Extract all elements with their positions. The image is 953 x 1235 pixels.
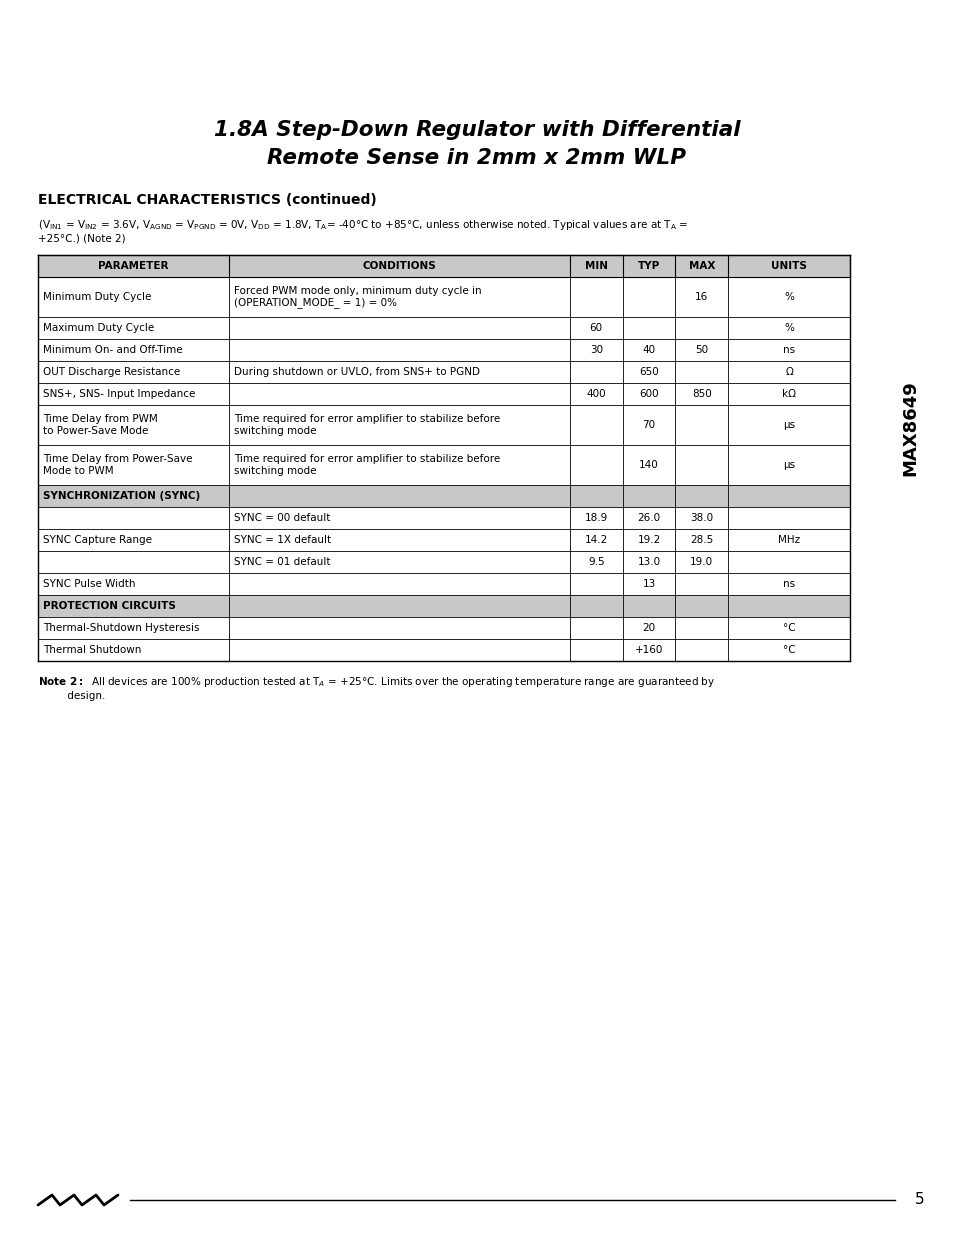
Text: kΩ: kΩ [781, 389, 795, 399]
Text: 30: 30 [589, 345, 602, 354]
Text: °C: °C [782, 622, 795, 634]
Text: 14.2: 14.2 [584, 535, 607, 545]
Text: During shutdown or UVLO, from SNS+ to PGND: During shutdown or UVLO, from SNS+ to PG… [233, 367, 479, 377]
Text: Time Delay from Power-Save
Mode to PWM: Time Delay from Power-Save Mode to PWM [43, 454, 193, 475]
Text: Forced PWM mode only, minimum duty cycle in
(OPERATION_MODE_ = 1) = 0%: Forced PWM mode only, minimum duty cycle… [233, 285, 481, 309]
Text: 400: 400 [586, 389, 605, 399]
Text: SYNCHRONIZATION (SYNC): SYNCHRONIZATION (SYNC) [43, 492, 200, 501]
Text: MIN: MIN [584, 261, 607, 270]
Text: 16: 16 [695, 291, 708, 303]
Bar [38, 361, 849, 383]
Text: 19.0: 19.0 [690, 557, 713, 567]
Text: PARAMETER: PARAMETER [98, 261, 169, 270]
Bar [38, 485, 849, 508]
Text: 50: 50 [695, 345, 708, 354]
Text: 18.9: 18.9 [584, 513, 607, 522]
Text: Time Delay from PWM
to Power-Save Mode: Time Delay from PWM to Power-Save Mode [43, 414, 157, 436]
Text: Time required for error amplifier to stabilize before
switching mode: Time required for error amplifier to sta… [233, 454, 499, 475]
Text: Minimum Duty Cycle: Minimum Duty Cycle [43, 291, 152, 303]
Text: µs: µs [782, 420, 795, 430]
Text: 26.0: 26.0 [637, 513, 659, 522]
Text: 19.2: 19.2 [637, 535, 660, 545]
Text: +160: +160 [634, 645, 662, 655]
Bar [38, 254, 849, 277]
Text: ns: ns [782, 579, 795, 589]
Text: TYP: TYP [638, 261, 659, 270]
Text: CONDITIONS: CONDITIONS [362, 261, 436, 270]
Text: 600: 600 [639, 389, 659, 399]
Text: $\bf{Note\ 2:}$  All devices are 100% production tested at T$_A$ = +25°C. Limits: $\bf{Note\ 2:}$ All devices are 100% pro… [38, 676, 715, 700]
Text: MAX8649: MAX8649 [900, 380, 918, 475]
Text: OUT Discharge Resistance: OUT Discharge Resistance [43, 367, 180, 377]
Text: Thermal-Shutdown Hysteresis: Thermal-Shutdown Hysteresis [43, 622, 199, 634]
Text: Ω: Ω [784, 367, 792, 377]
Bar [38, 338, 849, 361]
Text: ns: ns [782, 345, 795, 354]
Text: 5: 5 [914, 1193, 923, 1208]
Text: PROTECTION CIRCUITS: PROTECTION CIRCUITS [43, 601, 175, 611]
Text: 9.5: 9.5 [587, 557, 604, 567]
Text: °C: °C [782, 645, 795, 655]
Text: 28.5: 28.5 [689, 535, 713, 545]
Text: MHz: MHz [778, 535, 800, 545]
Bar [38, 405, 849, 445]
Bar [38, 277, 849, 317]
Bar [38, 529, 849, 551]
Text: 40: 40 [641, 345, 655, 354]
Bar [38, 618, 849, 638]
Bar [38, 551, 849, 573]
Text: SNS+, SNS- Input Impedance: SNS+, SNS- Input Impedance [43, 389, 195, 399]
Text: Minimum On- and Off-Time: Minimum On- and Off-Time [43, 345, 182, 354]
Text: µs: µs [782, 459, 795, 471]
Text: (V$_{\mathsf{IN1}}$ = V$_{\mathsf{IN2}}$ = 3.6V, V$_{\mathsf{AGND}}$ = V$_{\math: (V$_{\mathsf{IN1}}$ = V$_{\mathsf{IN2}}$… [38, 219, 688, 243]
Text: ELECTRICAL CHARACTERISTICS (continued): ELECTRICAL CHARACTERISTICS (continued) [38, 193, 376, 207]
Text: 20: 20 [641, 622, 655, 634]
Bar [38, 317, 849, 338]
Text: %: % [783, 324, 793, 333]
Text: 1.8A Step-Down Regulator with Differential: 1.8A Step-Down Regulator with Differenti… [213, 120, 740, 140]
Text: 60: 60 [589, 324, 602, 333]
Text: 850: 850 [691, 389, 711, 399]
Text: SYNC = 00 default: SYNC = 00 default [233, 513, 330, 522]
Text: SYNC = 1X default: SYNC = 1X default [233, 535, 331, 545]
Text: 140: 140 [639, 459, 659, 471]
Text: 13: 13 [641, 579, 655, 589]
Text: Maximum Duty Cycle: Maximum Duty Cycle [43, 324, 154, 333]
Bar [38, 638, 849, 661]
Text: 70: 70 [641, 420, 655, 430]
Text: UNITS: UNITS [770, 261, 806, 270]
Bar [38, 595, 849, 618]
Bar [38, 445, 849, 485]
Text: SYNC Capture Range: SYNC Capture Range [43, 535, 152, 545]
Text: Time required for error amplifier to stabilize before
switching mode: Time required for error amplifier to sta… [233, 414, 499, 436]
Bar [38, 383, 849, 405]
Text: 38.0: 38.0 [690, 513, 713, 522]
Text: Thermal Shutdown: Thermal Shutdown [43, 645, 141, 655]
Text: SYNC = 01 default: SYNC = 01 default [233, 557, 330, 567]
Text: 13.0: 13.0 [637, 557, 659, 567]
Text: MAX: MAX [688, 261, 714, 270]
Bar [38, 508, 849, 529]
Text: Remote Sense in 2mm x 2mm WLP: Remote Sense in 2mm x 2mm WLP [267, 148, 686, 168]
Text: 650: 650 [639, 367, 659, 377]
Text: SYNC Pulse Width: SYNC Pulse Width [43, 579, 135, 589]
Bar [38, 573, 849, 595]
Text: %: % [783, 291, 793, 303]
